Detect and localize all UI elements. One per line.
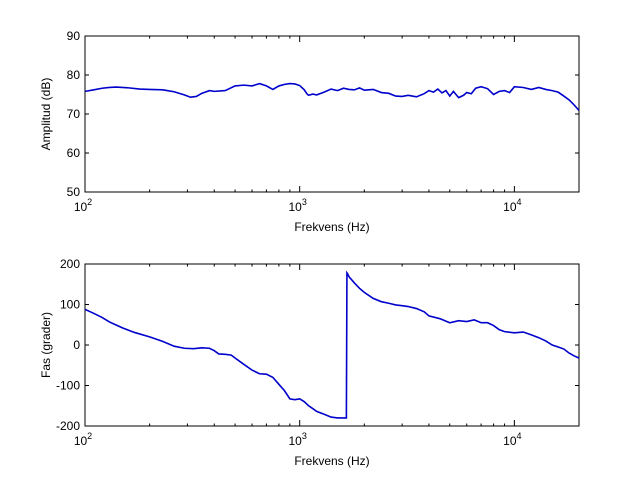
phase-ytick-label: 0 [73, 338, 80, 352]
amplitude-ytick-label: 70 [67, 107, 81, 121]
phase-plot-frame [84, 263, 580, 427]
phase-curve [85, 270, 579, 419]
phase-ytick-label: 100 [60, 298, 80, 312]
amplitude-y-tick-labels: 50 60 70 80 90 [67, 29, 81, 199]
amplitude-plot: 50 60 70 80 90 102 103 104 Frekvens (Hz) Ampli… [39, 29, 580, 234]
phase-y-axis-label: Fas (grader) [39, 312, 53, 378]
amplitude-plot-frame [84, 35, 580, 193]
amplitude-xtick-label: 104 [503, 197, 521, 214]
amplitude-ytick-label: 90 [67, 29, 81, 43]
amplitude-ytick-label: 60 [67, 146, 81, 160]
amplitude-curve [85, 82, 579, 112]
amplitude-xtick-label: 103 [288, 197, 306, 214]
phase-x-tick-labels: 102 103 104 [74, 431, 522, 448]
amplitude-x-tick-labels: 102 103 104 [74, 197, 522, 214]
phase-tick-marks [84, 263, 580, 427]
phase-y-tick-labels: -200 -100 0 100 200 [56, 257, 80, 433]
amplitude-tick-marks [84, 35, 580, 193]
phase-xtick-label: 103 [288, 431, 306, 448]
phase-xtick-label: 104 [503, 431, 521, 448]
amplitude-ytick-label: 80 [67, 68, 81, 82]
phase-x-axis-label: Frekvens (Hz) [294, 454, 369, 468]
amplitude-y-axis-label: Amplitud (dB) [39, 78, 53, 151]
phase-ytick-label: -200 [56, 419, 80, 433]
phase-xtick-label: 102 [74, 431, 92, 448]
amplitude-xtick-label: 102 [74, 197, 92, 214]
amplitude-x-axis-label: Frekvens (Hz) [294, 220, 369, 234]
phase-ytick-label: -100 [56, 379, 80, 393]
phase-ytick-label: 200 [60, 257, 80, 271]
amplitude-ytick-label: 50 [67, 185, 81, 199]
